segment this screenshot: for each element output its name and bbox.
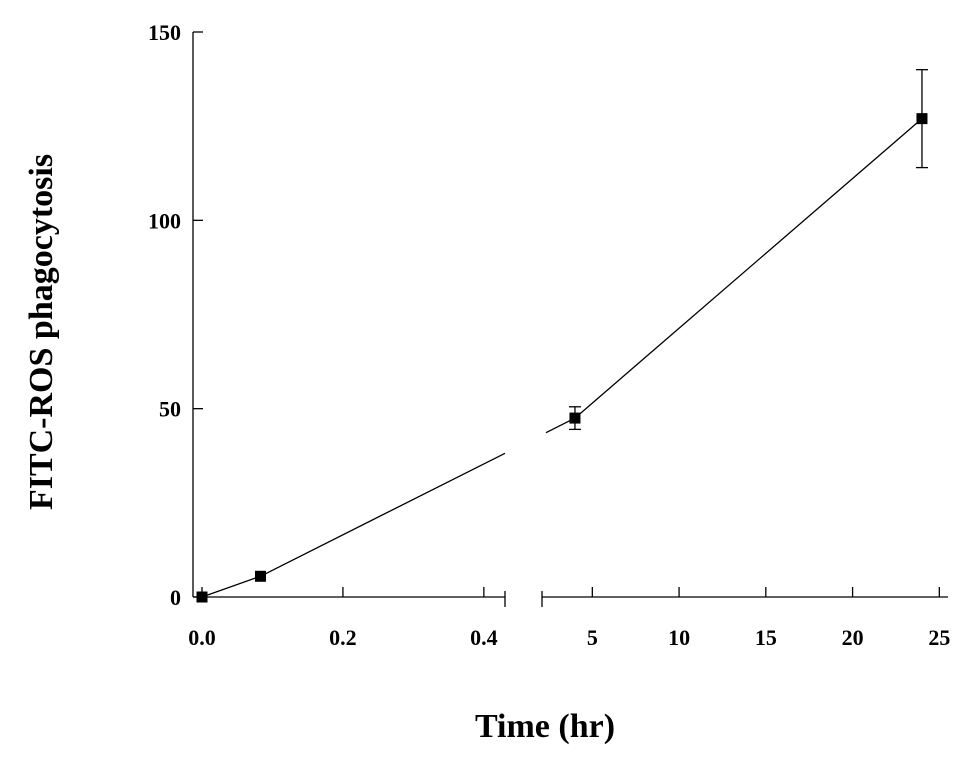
data-point [196,591,208,603]
x-tick-label: 15 [755,625,777,650]
x-tick-label: 0.2 [329,625,357,650]
x-axis-title: Time (hr) [475,708,615,745]
tick-labels: 0 50 100 150 0.0 0.2 0.4 5 10 15 20 25 [148,20,950,650]
y-tick-label: 100 [148,208,181,233]
series-line [260,452,506,577]
x-tick-label: 0.4 [470,625,498,650]
data-point [254,570,266,582]
x-tick-label: 0.0 [188,625,216,650]
x-tick-label: 10 [668,625,690,650]
y-tick-label: 50 [159,397,181,422]
axes [192,31,948,607]
x-tick-label: 5 [587,625,598,650]
series-line [201,575,261,598]
x-tick-label: 20 [842,625,864,650]
data-point [569,412,581,424]
data-point [916,113,928,125]
series-line [574,118,923,419]
data-series [196,69,928,603]
y-axis-title: FITC-ROS phagocytosis [23,154,60,510]
y-tick-label: 0 [170,585,181,610]
y-tick-label: 150 [148,20,181,45]
x-tick-label: 25 [928,625,950,650]
